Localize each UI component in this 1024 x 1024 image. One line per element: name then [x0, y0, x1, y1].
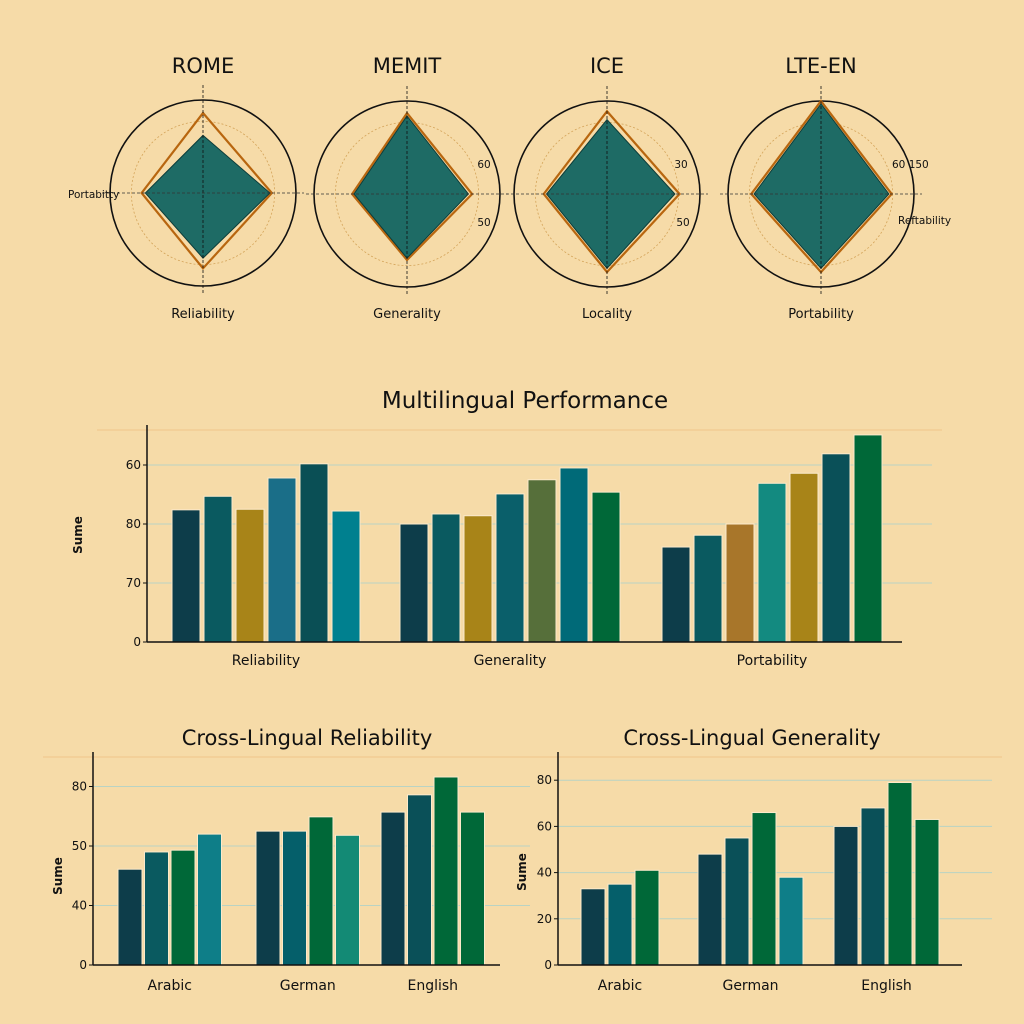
radar-chart-ice: ICE Locality 30 50 — [506, 54, 708, 322]
bar-generality-4 — [527, 479, 557, 643]
radar-title: MEMIT — [373, 54, 442, 78]
bar-english-0 — [380, 811, 406, 966]
y-tick-label: 70 — [126, 576, 141, 590]
bar-chart-0: Multilingual Performance 0 70 80 60 Reliabili… — [71, 388, 942, 669]
bar-english-2 — [887, 782, 913, 966]
bar-german-1 — [282, 830, 307, 966]
radar-chart-lte-en: LTE-EN Portability 60 150 Reftability — [720, 54, 951, 322]
bar-chart-1: Cross-Lingual Reliability 0 40 50 80 Arabic Ge… — [43, 726, 540, 994]
bar-reliability-5 — [331, 510, 361, 643]
bar-arabic-0 — [580, 888, 606, 966]
x-tick-label: Arabic — [598, 978, 642, 994]
radar-axis-label: Locality — [582, 307, 632, 322]
y-tick-label: 0 — [544, 958, 552, 972]
bar-portability-3 — [757, 482, 787, 643]
x-tick-label: Generality — [474, 653, 547, 669]
bar-german-2 — [308, 816, 334, 966]
radar-tick-label: 60 — [477, 159, 490, 171]
bar-english-3 — [460, 811, 485, 966]
bar-german-3 — [335, 834, 360, 966]
bar-arabic-0 — [117, 868, 143, 966]
radar-axis-label: Generality — [373, 307, 441, 322]
bar-arabic-1 — [607, 883, 633, 966]
bar-english-3 — [914, 818, 940, 966]
bar-english-1 — [407, 794, 432, 966]
bar-german-0 — [697, 853, 723, 966]
x-tick-label: Arabic — [148, 978, 192, 994]
bar-reliability-1 — [203, 495, 233, 643]
bar-portability-2 — [725, 523, 755, 643]
y-tick-label: 60 — [126, 458, 141, 472]
y-tick-label: 0 — [79, 958, 87, 972]
bar-german-1 — [724, 837, 750, 966]
radar-tick-label: 50 — [676, 217, 689, 229]
bar-arabic-2 — [634, 869, 660, 966]
bar-generality-6 — [591, 491, 621, 643]
radar-series-fill — [545, 118, 676, 270]
y-tick-label: 80 — [72, 780, 87, 794]
radar-tick-label: Portabitty — [68, 189, 119, 201]
bar-generality-1 — [431, 513, 461, 643]
y-tick-label: 80 — [537, 773, 552, 787]
bar-portability-5 — [821, 453, 851, 643]
y-tick-label: 40 — [537, 866, 552, 880]
radar-title: LTE-EN — [785, 54, 856, 78]
y-tick-label: 80 — [126, 517, 141, 531]
radar-series-outline — [140, 111, 274, 271]
radar-tick-label: 30 — [674, 159, 687, 171]
bar-portability-0 — [661, 546, 691, 643]
y-tick-label: 50 — [72, 839, 87, 853]
x-tick-label: English — [407, 978, 458, 994]
radar-axis-label: Portability — [788, 307, 854, 322]
y-tick-label: 0 — [133, 635, 141, 649]
y-axis-label: Sume — [51, 857, 65, 895]
bar-arabic-3 — [197, 833, 222, 966]
x-tick-label: German — [722, 978, 778, 994]
bar-generality-5 — [559, 467, 589, 643]
bar-german-2 — [751, 812, 777, 966]
y-axis-label: Sume — [71, 516, 85, 554]
bar-chart-2: Cross-Lingual Generality 0 20 40 60 80 Arabic G… — [508, 726, 1002, 994]
y-tick-label: 20 — [537, 912, 552, 926]
radar-tick-label: Reftability — [898, 215, 951, 227]
bar-portability-4 — [789, 472, 819, 643]
bar-generality-2 — [463, 515, 493, 643]
bar-german-0 — [255, 830, 281, 966]
y-axis-label: Sume — [515, 853, 529, 891]
radar-series-outline — [350, 111, 474, 262]
bar-reliability-4 — [299, 463, 329, 643]
radar-series-fill — [753, 102, 890, 270]
radar-chart-memit: MEMIT Generality 60 50 — [306, 54, 508, 322]
bar-portability-1 — [693, 534, 723, 643]
y-tick-label: 40 — [72, 899, 87, 913]
radar-tick-label: 60 150 — [892, 159, 929, 171]
bar-generality-0 — [399, 523, 429, 643]
bar-english-0 — [833, 825, 859, 966]
bar-english-1 — [860, 807, 886, 966]
bar-german-3 — [778, 876, 804, 966]
x-tick-label: English — [861, 978, 912, 994]
chart-title: Cross-Lingual Generality — [623, 726, 880, 750]
x-tick-label: German — [280, 978, 336, 994]
radar-title: ROME — [172, 54, 235, 78]
bar-arabic-2 — [170, 849, 196, 966]
chart-title: Cross-Lingual Reliability — [182, 726, 433, 750]
x-tick-label: Reliability — [232, 653, 300, 669]
bar-reliability-3 — [267, 477, 297, 643]
x-tick-label: Portability — [737, 653, 808, 669]
bar-generality-3 — [495, 493, 525, 643]
radar-series-fill — [144, 134, 271, 259]
y-tick-label: 60 — [537, 819, 552, 833]
bar-arabic-1 — [144, 851, 169, 966]
bar-reliability-2 — [235, 508, 265, 643]
bar-portability-6 — [853, 434, 883, 643]
chart-title: Multilingual Performance — [382, 388, 668, 414]
bar-reliability-0 — [171, 509, 201, 643]
radar-title: ICE — [590, 54, 624, 78]
radar-chart-rome: ROME Reliability Portabitty — [68, 54, 304, 322]
bar-english-2 — [433, 776, 459, 966]
radar-axis-label: Reliability — [171, 307, 235, 322]
radar-tick-label: 50 — [477, 217, 490, 229]
